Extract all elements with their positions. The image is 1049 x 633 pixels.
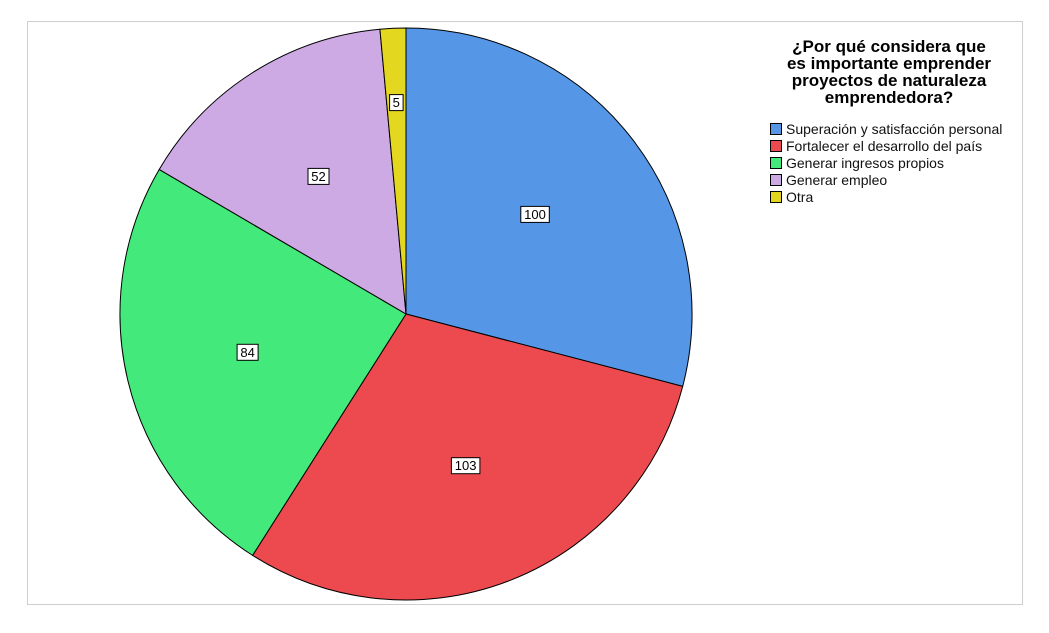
legend-label: Generar empleo — [786, 172, 888, 188]
chart-title-line: ¿Por qué considera que — [792, 37, 986, 56]
chart-title-line: emprendedora? — [824, 88, 954, 107]
pie-data-labels: 100 103 84 52 5 — [236, 94, 550, 475]
legend-swatch — [770, 174, 782, 186]
legend-label: Otra — [786, 189, 814, 205]
legend-item-fortalecer: Fortalecer el desarrollo del país — [766, 139, 1006, 153]
pie-slice — [119, 168, 407, 556]
data-label: 100 — [520, 205, 550, 223]
data-label-box — [450, 457, 481, 475]
data-label: 52 — [307, 167, 330, 185]
pie-slice — [252, 313, 684, 601]
legend-item-otra: Otra — [766, 190, 1006, 204]
data-label: 103 — [450, 457, 481, 475]
legend-item-superacion: Superación y satisfacción personal — [766, 122, 1006, 136]
legend-swatch — [770, 123, 782, 135]
legend-swatch — [770, 157, 782, 169]
chart-title: ¿Por qué considera que es importante emp… — [766, 38, 1012, 106]
legend-swatch — [770, 191, 782, 203]
legend-item-ingresos: Generar ingresos propios — [766, 156, 1006, 170]
legend-swatch — [770, 140, 782, 152]
pie-slice — [158, 28, 407, 315]
data-label: 5 — [389, 94, 404, 112]
data-label-text: 100 — [524, 207, 546, 222]
data-label-text: 52 — [311, 169, 325, 184]
pie-slices — [119, 27, 693, 601]
data-label-box — [389, 94, 404, 112]
data-label-box — [236, 343, 259, 361]
chart-title-line: proyectos de naturaleza — [791, 71, 987, 90]
data-label-box — [520, 205, 550, 223]
data-label: 84 — [236, 343, 259, 361]
legend-label: Superación y satisfacción personal — [786, 121, 1003, 137]
data-label-box — [307, 167, 330, 185]
data-label-text: 5 — [393, 95, 400, 110]
data-label-text: 84 — [240, 345, 254, 360]
chart-title-line: es importante emprender — [786, 54, 992, 73]
data-label-text: 103 — [455, 458, 477, 473]
legend-label: Fortalecer el desarrollo del país — [786, 138, 983, 154]
legend: ¿Por qué considera que es importante emp… — [766, 38, 1016, 207]
legend-item-empleo: Generar empleo — [766, 173, 1006, 187]
legend-label: Generar ingresos propios — [786, 155, 944, 171]
